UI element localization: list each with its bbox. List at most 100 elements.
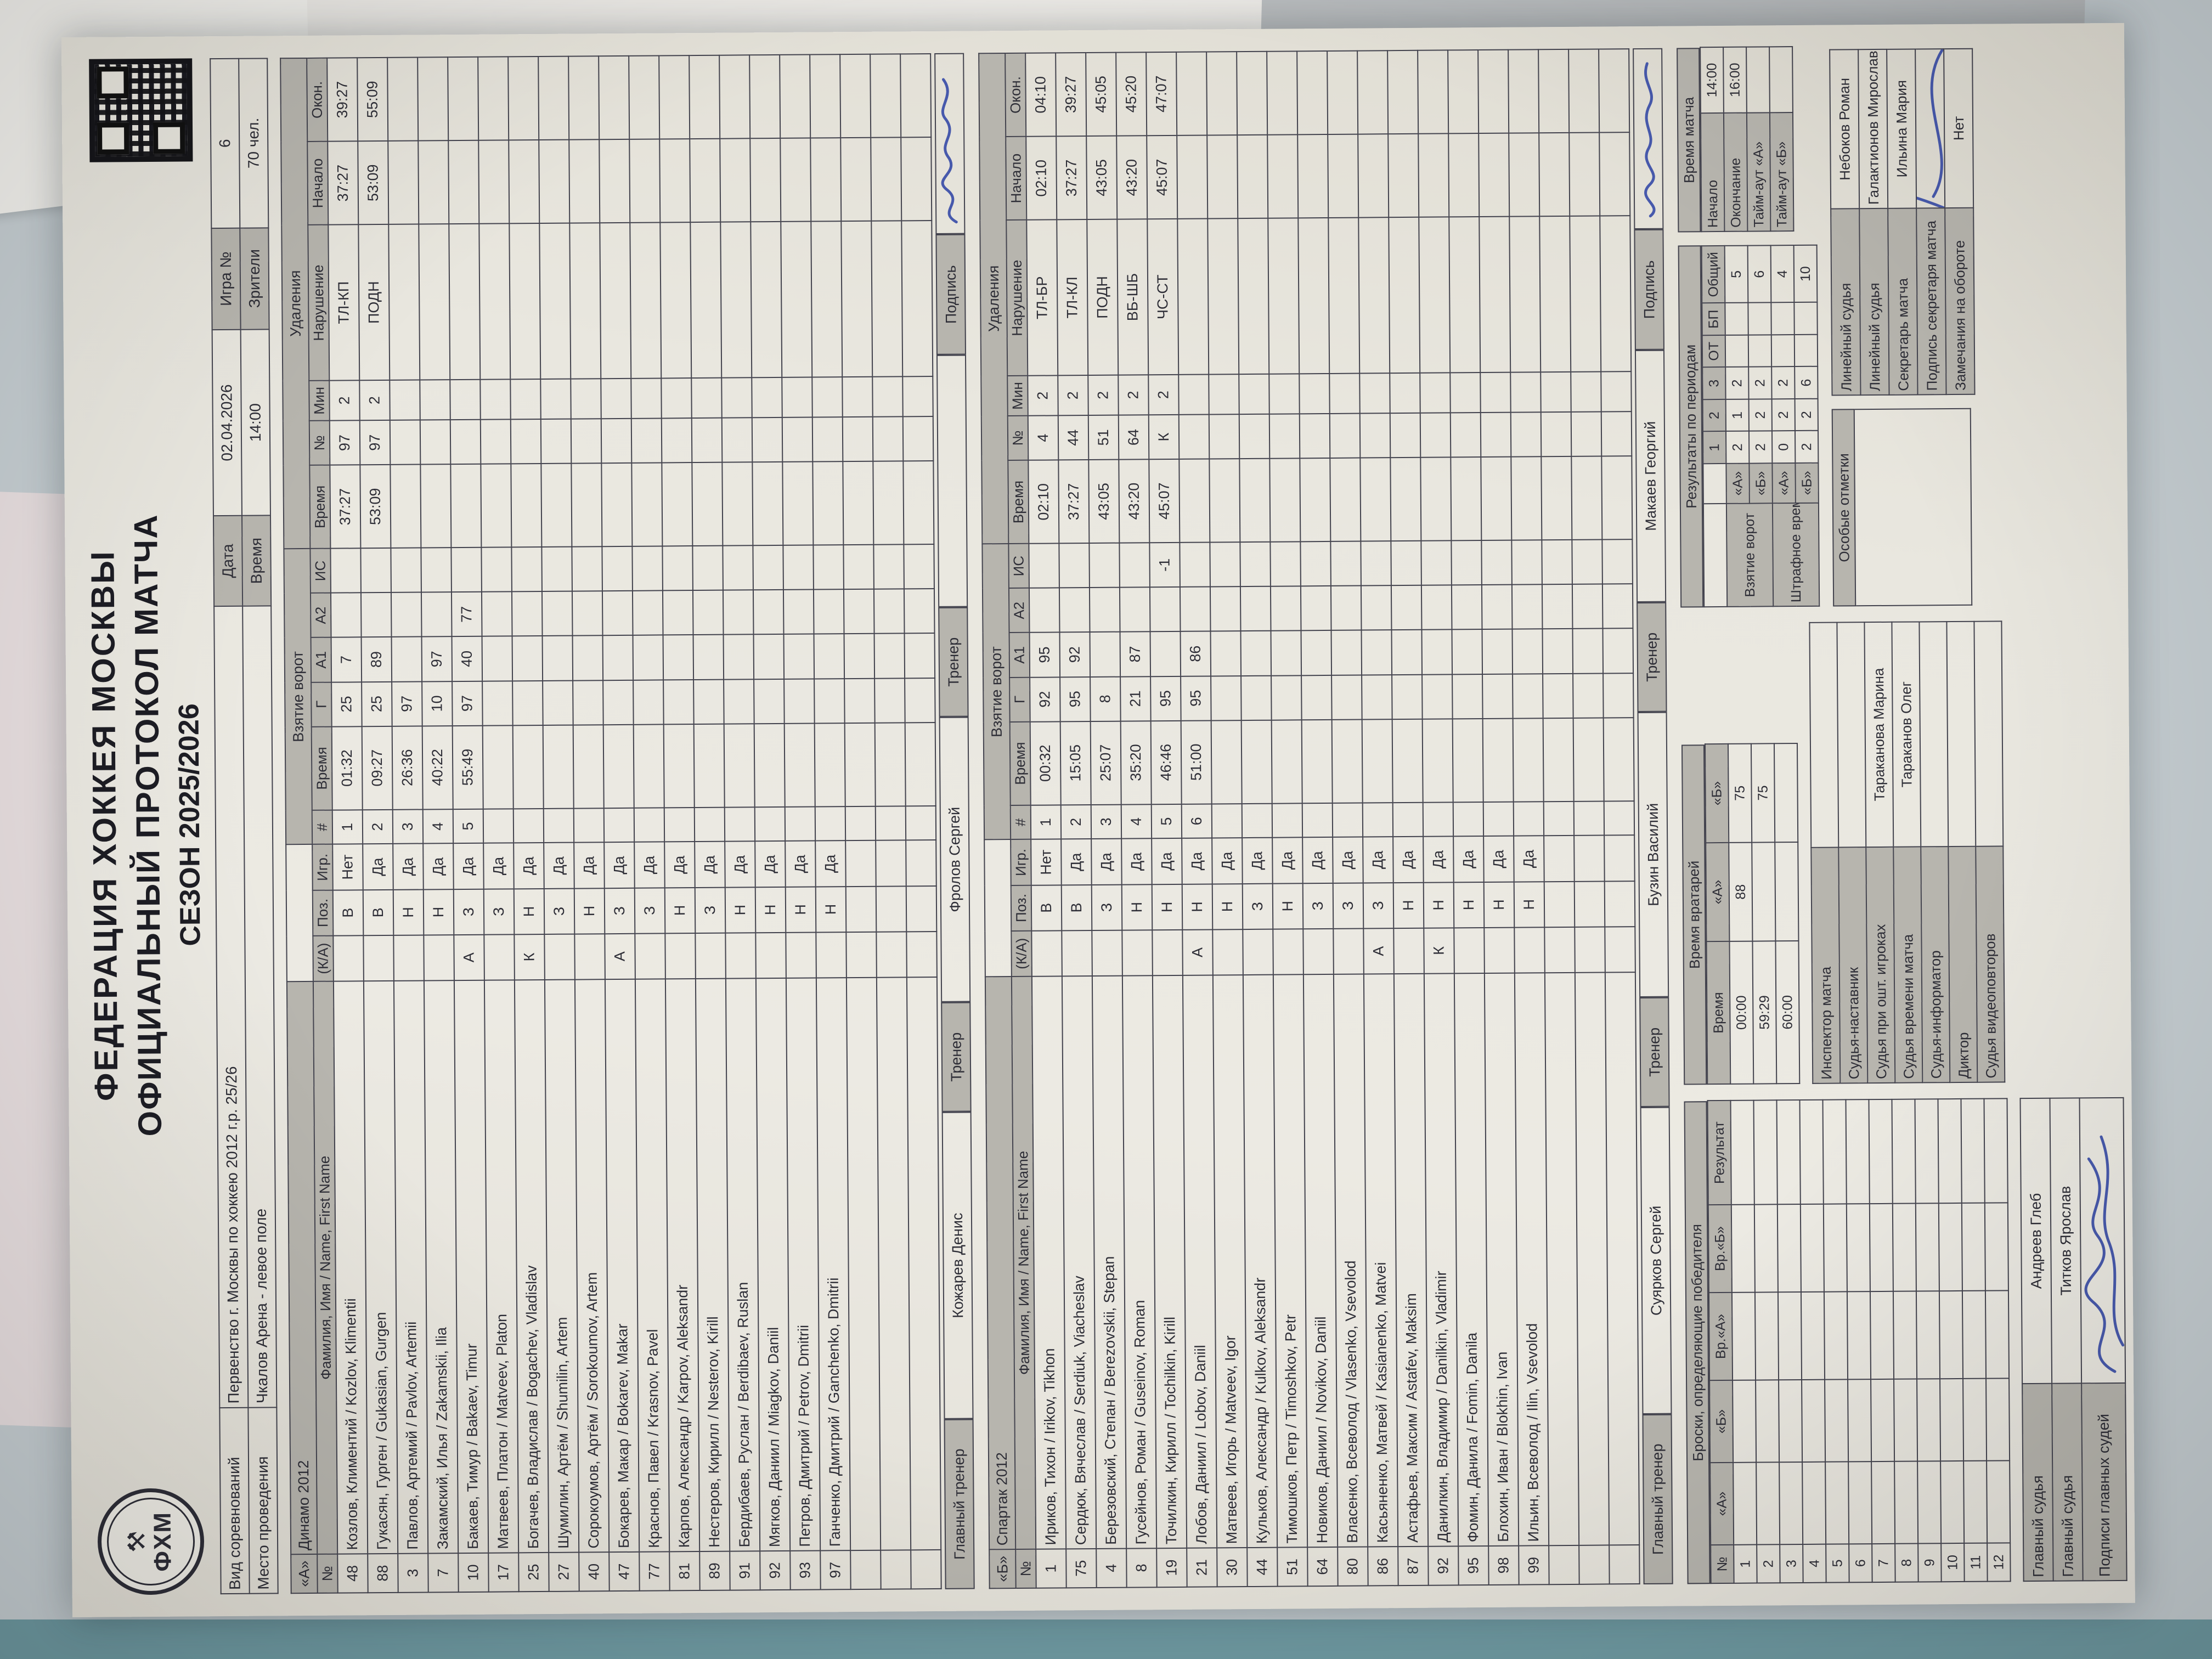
period-col: ОТ bbox=[1702, 335, 1726, 368]
goal-assist2 bbox=[481, 591, 512, 637]
penalty-violation: ТЛ-БР bbox=[1026, 219, 1058, 376]
shootout-goalie-a bbox=[1778, 1291, 1802, 1380]
player-position: Н bbox=[1212, 883, 1243, 930]
coach-label: Тренер bbox=[938, 607, 969, 717]
player-number: 89 bbox=[699, 1551, 730, 1591]
penalty-violation: ЧС-СТ bbox=[1147, 219, 1179, 375]
goal-assist2 bbox=[1451, 585, 1482, 630]
goal-number: 3 bbox=[392, 809, 424, 844]
penalty-time bbox=[1541, 456, 1572, 540]
shootout-attempt-number: 12 bbox=[1987, 1543, 2011, 1582]
goal-strength bbox=[662, 546, 693, 591]
goal-strength bbox=[1300, 541, 1331, 586]
penalty-violation bbox=[1389, 217, 1420, 374]
period-value: 6 bbox=[1795, 366, 1818, 399]
coach-name: Фролов Сергей bbox=[939, 716, 971, 1002]
shootout-attempt-number: 10 bbox=[1941, 1543, 1965, 1582]
goal-strength bbox=[1029, 543, 1059, 589]
penalty-end bbox=[1478, 49, 1509, 134]
goal-assist2 bbox=[360, 592, 392, 637]
player-position: З bbox=[544, 888, 575, 934]
goal-strength bbox=[451, 547, 482, 592]
goal-assist1 bbox=[904, 633, 935, 678]
goal-scorer: 25 bbox=[331, 681, 362, 727]
penalty-violation bbox=[569, 223, 601, 379]
goal-time bbox=[1573, 718, 1604, 802]
penalty-end bbox=[1206, 52, 1238, 136]
period-col: БП bbox=[1702, 303, 1725, 336]
goal-number bbox=[815, 806, 846, 842]
timeout-b-value bbox=[1769, 47, 1793, 113]
date-value: 02.04.2026 bbox=[212, 329, 242, 516]
penalty-player bbox=[1239, 414, 1270, 459]
shootout-goalie-b bbox=[1777, 1204, 1801, 1293]
referees-signature-label: Подписи главных судей bbox=[2081, 1383, 2127, 1581]
shootout-attempt-number: 3 bbox=[1780, 1544, 1803, 1583]
goal-number bbox=[875, 806, 906, 841]
goal-number bbox=[603, 808, 635, 843]
penalty-start bbox=[840, 137, 872, 222]
team-b-table: «Б» Спартак 2012 Взятие ворот Удаления №… bbox=[978, 48, 1640, 1589]
player-number: 51 bbox=[1277, 1547, 1308, 1587]
shootout-a bbox=[1894, 1461, 1918, 1544]
player-name: Бокарев, Макар / Bokarev, Makar bbox=[605, 979, 640, 1553]
penalty-player bbox=[1450, 413, 1481, 458]
goal-assist2: 77 bbox=[451, 592, 482, 637]
col-goal-scorer: Г bbox=[311, 682, 332, 727]
penalty-minutes bbox=[540, 379, 571, 420]
goal-number bbox=[1211, 803, 1243, 838]
document-title: ОФИЦИАЛЬНЫЙ ПРОТОКОЛ МАТЧА bbox=[127, 514, 168, 1137]
penalty-violation bbox=[901, 221, 933, 377]
period-total: 4 bbox=[1770, 245, 1795, 303]
player-name bbox=[1544, 972, 1579, 1546]
penalty-start bbox=[1328, 134, 1359, 218]
goal-strength bbox=[1119, 543, 1150, 588]
col-position: Поз. bbox=[1011, 885, 1032, 931]
season-title: СЕЗОН 2025/2026 bbox=[173, 703, 207, 946]
goal-number bbox=[1453, 802, 1484, 837]
goal-assist2 bbox=[541, 591, 573, 636]
col-goal-num: # bbox=[1010, 805, 1031, 840]
player-number: 93 bbox=[790, 1550, 821, 1590]
table-row: 9 bbox=[1915, 1099, 1942, 1582]
penalty-start: 02:10 bbox=[1026, 136, 1057, 221]
goal-time bbox=[1422, 719, 1453, 803]
shootout-goalie-a bbox=[1801, 1291, 1825, 1380]
player-number: 81 bbox=[669, 1551, 700, 1591]
player-name: Матвеев, Игорь / Matveev, Igor bbox=[1212, 974, 1248, 1548]
penalty-time: 37:27 bbox=[1058, 460, 1090, 544]
goal-scorer bbox=[1513, 673, 1543, 719]
referees-signature bbox=[2079, 1097, 2126, 1384]
competition-label: Вид соревнований bbox=[219, 1407, 250, 1594]
shootout-goalie-b bbox=[1800, 1204, 1824, 1292]
goal-assist1 bbox=[512, 636, 543, 681]
team-b-staff-row: Главный тренер Суярков Сергей Тренер Буз… bbox=[1633, 48, 1673, 1585]
goal-scorer: 8 bbox=[1090, 676, 1121, 721]
penalty-time bbox=[873, 461, 904, 545]
player-played: Да bbox=[1453, 836, 1484, 883]
goal-time bbox=[784, 723, 815, 807]
penalty-minutes bbox=[691, 377, 722, 419]
goal-time bbox=[512, 725, 544, 809]
player-position: Н bbox=[1272, 883, 1304, 929]
player-captain-mark bbox=[786, 932, 816, 978]
shootout-b bbox=[1802, 1379, 1826, 1462]
player-position bbox=[1574, 881, 1605, 927]
goal-number bbox=[1513, 801, 1544, 837]
shootout-goalie-b bbox=[1823, 1204, 1847, 1292]
player-played: Да bbox=[453, 843, 484, 889]
goal-assist2 bbox=[330, 592, 362, 638]
timeout-b-label: Тайм-аут «Б» bbox=[1769, 112, 1794, 232]
col-pen-time: Время bbox=[1008, 460, 1029, 544]
goal-assist1 bbox=[1210, 631, 1242, 676]
player-captain-mark bbox=[816, 932, 847, 978]
shootout-and-referees-column: Броски, определяющие победителя № «А» «Б… bbox=[1684, 1097, 2127, 1584]
goal-assist2 bbox=[1391, 585, 1422, 630]
period-value: 2 bbox=[1748, 431, 1773, 464]
penalty-violation bbox=[388, 224, 420, 380]
penalty-player: 44 bbox=[1058, 415, 1089, 460]
player-played bbox=[876, 840, 906, 887]
signature-ink bbox=[1915, 49, 1945, 208]
player-captain-mark bbox=[1152, 929, 1183, 976]
player-number: 40 bbox=[579, 1552, 610, 1592]
